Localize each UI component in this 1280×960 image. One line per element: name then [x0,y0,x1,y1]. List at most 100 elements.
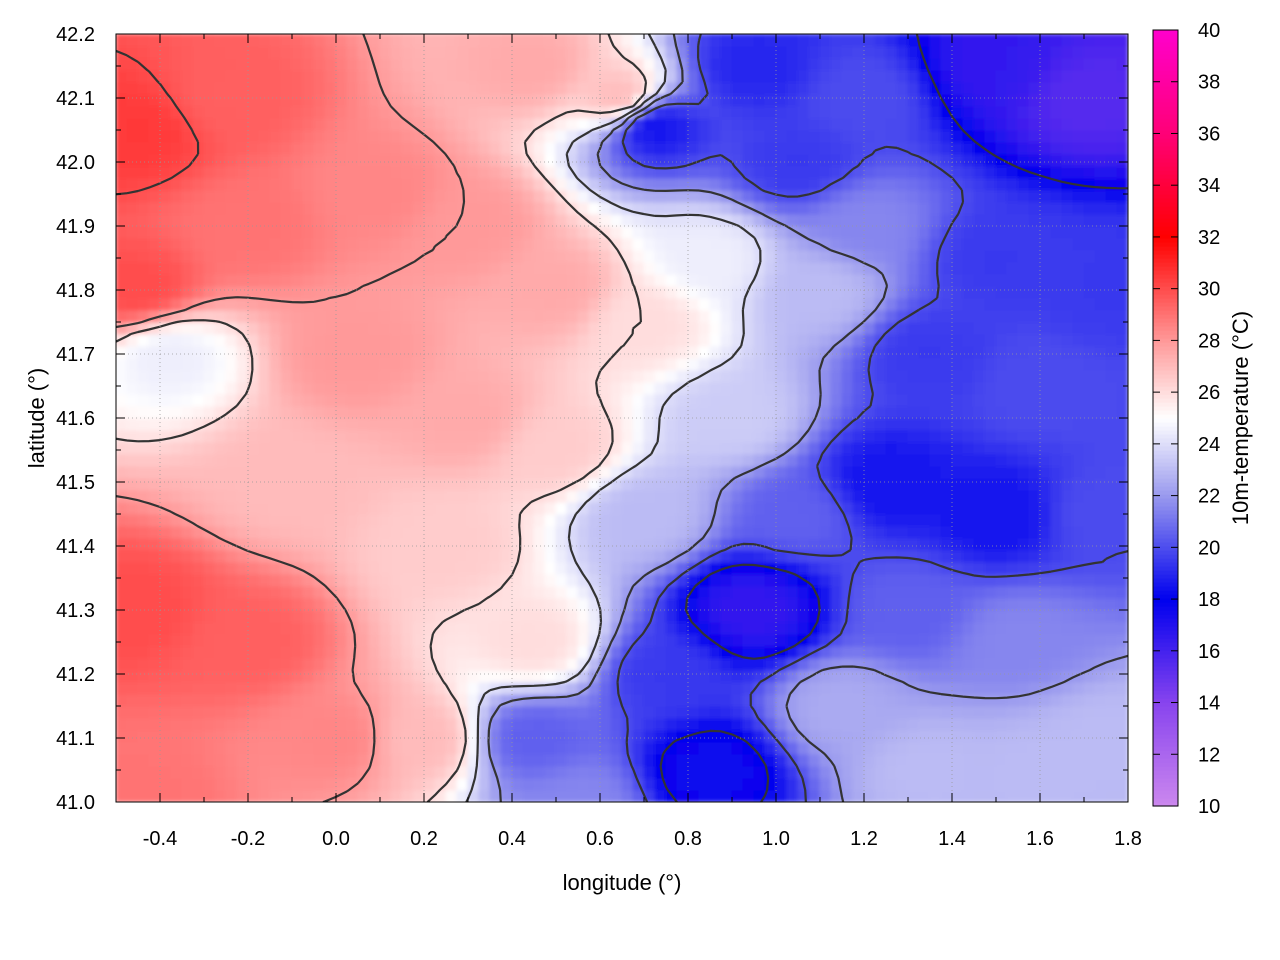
heat-cell [533,417,546,431]
heat-cell [852,501,865,515]
heat-cell [137,369,150,383]
heat-cell [676,573,689,587]
heat-cell [555,309,568,323]
heat-cell [566,585,579,599]
heat-cell [170,693,183,707]
heat-cell [247,741,260,755]
heat-cell [665,477,678,491]
heat-cell [302,537,315,551]
heat-cell [269,633,282,647]
heat-cell [1006,705,1019,719]
heat-cell [665,513,678,527]
heat-cell [379,381,392,395]
heat-cell [192,621,205,635]
heat-cell [1094,621,1107,635]
heat-cell [1061,621,1074,635]
heat-cell [995,177,1008,191]
heat-cell [258,393,271,407]
heat-cell [940,261,953,275]
heat-cell [610,765,623,779]
heat-cell [126,369,139,383]
heat-cell [390,597,403,611]
heat-cell [742,633,755,647]
heat-cell [698,693,711,707]
heat-cell [379,693,392,707]
heat-cell [258,165,271,179]
heat-cell [885,585,898,599]
heat-cell [687,189,700,203]
heat-cell [1039,633,1052,647]
heat-cell [962,393,975,407]
heat-cell [1094,753,1107,767]
heat-cell [269,489,282,503]
heat-cell [412,153,425,167]
heat-cell [346,189,359,203]
heat-cell [698,273,711,287]
heat-cell [1006,429,1019,443]
heat-cell [159,549,172,563]
heat-cell [544,201,557,215]
heat-cell [632,213,645,227]
heat-cell [995,333,1008,347]
heat-cell [467,501,480,515]
heat-cell [786,477,799,491]
heat-cell [577,321,590,335]
heat-cell [302,333,315,347]
heat-cell [126,513,139,527]
heat-cell [1028,441,1041,455]
heat-cell [401,417,414,431]
heat-cell [1050,537,1063,551]
heat-cell [522,189,535,203]
heat-cell [588,393,601,407]
heat-cell [874,393,887,407]
heat-cell [214,273,227,287]
heat-cell [181,441,194,455]
heat-cell [522,621,535,635]
heat-cell [918,477,931,491]
heat-cell [313,357,326,371]
heat-cell [1083,777,1096,791]
heat-cell [698,261,711,275]
heat-cell [929,585,942,599]
heat-cell [852,729,865,743]
heat-cell [896,489,909,503]
heat-cell [786,393,799,407]
heat-cell [280,225,293,239]
heat-cell [423,729,436,743]
heat-cell [302,549,315,563]
heat-cell [654,153,667,167]
heat-cell [478,213,491,227]
heat-cell [555,441,568,455]
heat-cell [445,237,458,251]
heat-cell [522,717,535,731]
heat-cell [819,321,832,335]
heat-cell [126,525,139,539]
heat-cell [247,261,260,275]
heat-cell [907,501,920,515]
heat-cell [874,177,887,191]
heat-cell [929,237,942,251]
heat-cell [291,321,304,335]
heat-cell [1017,789,1030,802]
heat-cell [126,645,139,659]
heat-cell [852,261,865,275]
heat-cell [797,345,810,359]
heat-cell [764,729,777,743]
heat-cell [214,189,227,203]
heat-cell [555,561,568,575]
heat-cell [841,765,854,779]
heat-cell [137,405,150,419]
heat-cell [599,777,612,791]
heat-cell [225,177,238,191]
heat-cell [192,609,205,623]
heat-cell [203,429,216,443]
heat-cell [401,201,414,215]
heat-cell [478,549,491,563]
heat-cell [500,777,513,791]
heat-cell [995,453,1008,467]
heat-cell [764,321,777,335]
heat-cell [577,393,590,407]
heat-cell [731,405,744,419]
heat-cell [346,393,359,407]
heat-cell [1072,213,1085,227]
